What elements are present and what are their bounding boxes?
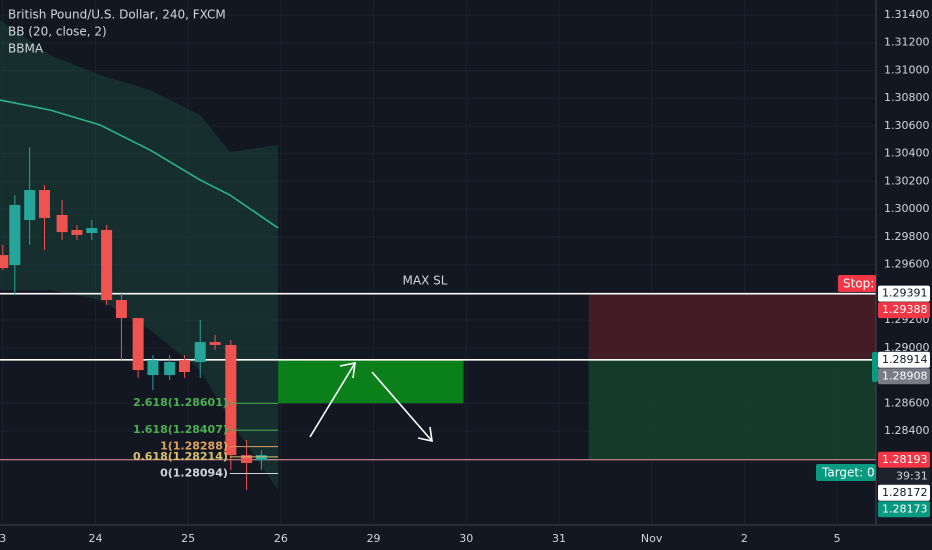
position-zone (588, 359, 876, 460)
fib-label: 1(1.28288) (160, 440, 228, 453)
price-badge-label: 1.29388 (882, 303, 928, 316)
candle-body (24, 190, 36, 220)
candle-body (71, 229, 83, 235)
annotation: MAX SL (403, 274, 448, 288)
y-tick-label: 1.30800 (884, 91, 930, 104)
fib-label: 2.618(1.28601) (133, 396, 228, 409)
bbma-line (0, 99, 279, 229)
position-zone (278, 359, 464, 404)
stop-badge (838, 275, 876, 292)
candle-body (241, 455, 253, 463)
x-tick-label: 5 (834, 532, 841, 545)
y-tick-label: 1.29600 (884, 258, 930, 271)
y-tick-label: 1.30400 (884, 147, 930, 160)
arrow-up (309, 362, 356, 438)
countdown-badge (878, 468, 930, 485)
candle-body (164, 362, 176, 376)
price-badge-label: 1.28172 (882, 486, 928, 499)
price-badge (878, 484, 930, 501)
arrows (309, 361, 433, 443)
price-badge-label: 1.28193 (882, 453, 928, 466)
y-tick-label: 1.31000 (884, 63, 930, 76)
arrow-head (417, 426, 433, 443)
countdown: 39:31 (896, 469, 928, 482)
fib-label: 0.618(1.28214) (133, 450, 228, 463)
candle-body (178, 360, 190, 373)
candle-body (209, 342, 221, 345)
candle-body (0, 255, 9, 268)
bollinger-band (0, 19, 279, 491)
candle-body (194, 342, 206, 363)
legend-title: British Pound/U.S. Dollar, 240, FXCM (8, 8, 226, 22)
y-tick-label: 1.30200 (884, 174, 930, 187)
position-zone (588, 293, 876, 360)
fib-label: 1.618(1.28407) (133, 423, 228, 436)
candle-body (147, 360, 159, 376)
price-badge (878, 501, 930, 518)
x-tick-label: 3 (0, 532, 6, 545)
price-badge (878, 368, 930, 385)
fib-label: 0(1.28094) (160, 467, 228, 480)
y-tick-label: 1.31200 (884, 36, 930, 49)
y-tick-label: 1.29800 (884, 230, 930, 243)
price-badge-label: 1.28173 (882, 502, 928, 515)
candle-body (56, 214, 68, 233)
candle-body (132, 318, 144, 371)
x-tick-label: 2 (741, 532, 748, 545)
x-tick-label: 31 (552, 532, 566, 545)
price-badge (878, 285, 930, 302)
arrow-down (371, 371, 433, 442)
candle-body (86, 228, 98, 234)
y-tick-label: 1.29000 (884, 341, 930, 354)
x-tick-label: 30 (459, 532, 473, 545)
plot-area: 2.618(1.28601) 1.618(1.28407) 1(1.28288)0.… (0, 0, 876, 525)
x-tick-label: 26 (274, 532, 288, 545)
y-tick-label: 1.30600 (884, 119, 930, 132)
y-tick-label: 1.31400 (884, 8, 930, 21)
candle-body (115, 300, 127, 319)
stop-label: Stop: (843, 277, 874, 291)
x-tick-label: 24 (88, 532, 102, 545)
x-tick-label: Nov (641, 532, 663, 545)
candle-body (255, 455, 267, 461)
candle-body (38, 190, 50, 219)
x-tick-label: 29 (367, 532, 381, 545)
arrow-head (339, 361, 356, 379)
price-badge-label: 1.28908 (882, 369, 928, 382)
price-badge (878, 451, 930, 468)
legend-bb: BB (20, close, 2) (8, 25, 107, 39)
target-label: Target: 0 (821, 466, 875, 480)
price-badge (878, 302, 930, 319)
x-tick-label: 25 (181, 532, 195, 545)
y-tick-label: 1.28400 (884, 424, 930, 437)
price-badge-label: 1.28914 (882, 353, 928, 366)
candle-body (101, 229, 113, 301)
y-tick-label: 1.30000 (884, 202, 930, 215)
target-badge (816, 464, 876, 481)
candle-body (225, 344, 237, 456)
price-badge (878, 351, 930, 368)
y-tick-label: 1.28600 (884, 396, 930, 409)
price-axis: 1.31400 1.31200 1.31000 1.30800 1.30600 1.304… (0, 8, 930, 545)
position-handle (872, 352, 878, 382)
price-badge-label: 1.29391 (882, 287, 928, 300)
candle-body (9, 205, 21, 266)
legend-bbma: BBMA (8, 42, 44, 56)
